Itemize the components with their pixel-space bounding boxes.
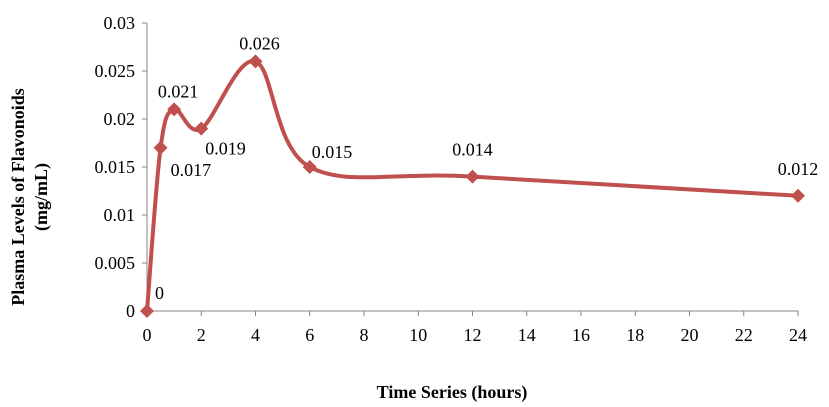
data-label: 0.015	[312, 142, 353, 162]
data-point-marker	[140, 304, 154, 318]
series-line	[145, 59, 799, 312]
y-tick-label: 0.01	[104, 205, 136, 225]
data-point-marker	[167, 102, 182, 117]
y-tick-label: 0.02	[104, 109, 136, 129]
data-label: 0.014	[452, 140, 493, 160]
data-point-marker	[465, 169, 480, 184]
data-label: 0	[155, 283, 164, 303]
x-tick-label: 12	[464, 325, 482, 345]
y-axis-title-line2: (mg/mL)	[31, 163, 52, 231]
data-label: 0.021	[158, 81, 199, 101]
series-markers	[140, 54, 805, 318]
data-label: 0.026	[239, 33, 280, 53]
y-tick-label: 0.015	[95, 157, 136, 177]
y-tick-label: 0.025	[95, 61, 136, 81]
x-tick-label: 20	[681, 325, 699, 345]
x-tick-label: 8	[360, 325, 369, 345]
data-point-marker	[194, 121, 209, 136]
x-tick-label: 2	[197, 325, 206, 345]
data-point-marker	[302, 160, 317, 174]
x-axis-title: Time Series (hours)	[377, 382, 528, 403]
data-point-marker	[153, 140, 168, 155]
x-tick-label: 4	[251, 325, 260, 345]
data-label: 0.019	[205, 139, 246, 159]
y-axis-title-line1: Plasma Levels of Flavonoids	[8, 88, 28, 306]
y-tick-label: 0	[126, 301, 135, 321]
x-tick-label: 14	[518, 325, 536, 345]
data-point-marker	[791, 188, 805, 203]
data-labels: 0 0.017 0.021 0.019 0.026 0.015 0.014 0.012	[155, 33, 818, 303]
x-tick-label: 6	[305, 325, 314, 345]
x-tick-label: 16	[572, 325, 590, 345]
data-point-marker	[248, 54, 263, 69]
data-label: 0.012	[778, 159, 819, 179]
data-label: 0.017	[171, 160, 212, 180]
x-tick-label: 10	[409, 325, 427, 345]
x-tick-label: 18	[626, 325, 644, 345]
x-axis-ticks: 0 2 4 6 8 10 12 14 16 18 20 22 24	[143, 311, 807, 345]
y-axis-ticks: 0 0.005 0.01 0.015 0.02 0.025 0.03	[95, 13, 147, 321]
x-tick-label: 22	[735, 325, 753, 345]
y-tick-label: 0.03	[104, 13, 136, 33]
x-tick-label: 0	[143, 325, 152, 345]
x-tick-label: 24	[789, 325, 807, 345]
y-tick-label: 0.005	[95, 253, 136, 273]
